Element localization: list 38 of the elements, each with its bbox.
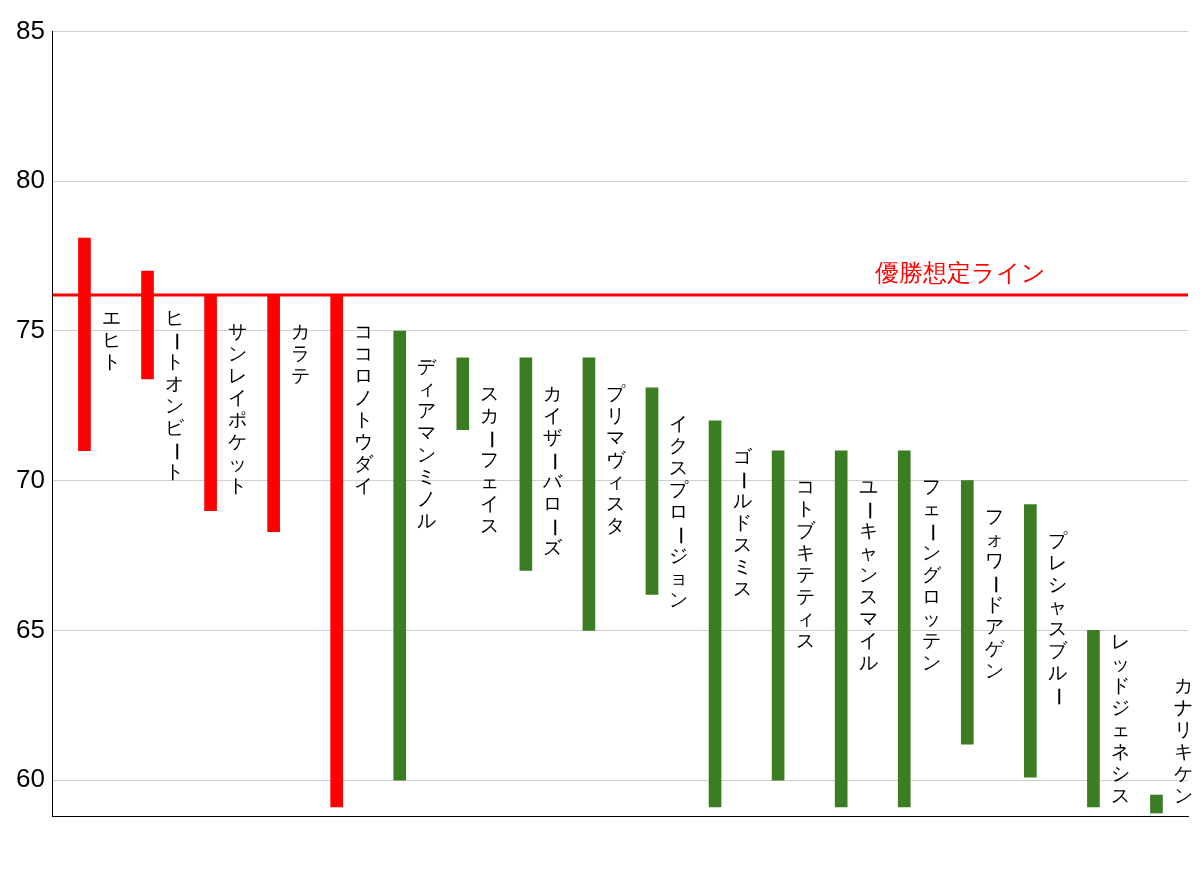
- bar: [708, 420, 722, 808]
- x-tick-label: カナリキケン: [1173, 674, 1193, 807]
- bar: [771, 450, 785, 781]
- bar: [645, 387, 659, 595]
- category-label: ユーキャンスマイル: [858, 475, 882, 674]
- x-tick-label: カラテ: [291, 319, 311, 386]
- x-tick-label: コトブキテティス: [795, 475, 816, 652]
- y-tick-label: 60: [16, 763, 45, 794]
- x-tick-label: ヒートオンビート: [165, 305, 188, 482]
- x-tick-label: エヒト: [101, 305, 121, 372]
- x-tick-label: ディアマンミノル: [417, 355, 438, 532]
- bar: [834, 450, 848, 808]
- bar: [960, 480, 974, 745]
- x-tick-label: スカーフェイス: [480, 382, 503, 537]
- y-tick-label: 75: [16, 314, 45, 345]
- y-tick-label: 70: [16, 463, 45, 494]
- category-label: イクスプロージョン: [669, 412, 693, 611]
- y-tick-label: 65: [16, 613, 45, 644]
- y-tick-label: 80: [16, 164, 45, 195]
- ref-line-label: 優勝想定ライン: [875, 259, 1047, 288]
- category-label: フェーングロッテン: [921, 475, 945, 674]
- bar: [1024, 504, 1037, 778]
- x-tick-label: カイザーバローズ: [542, 382, 566, 559]
- x-tick-label: ココロノトウダイ: [354, 319, 375, 496]
- x-tick-label: レッドジェネシス: [1110, 630, 1130, 807]
- bar: [393, 330, 407, 781]
- x-tick-label: プリマヴィスタ: [606, 382, 627, 537]
- x-tick-label: ゴールドスミス: [732, 445, 756, 600]
- bar: [1150, 794, 1163, 814]
- x-tick-label: フォワードアゲン: [984, 505, 1008, 682]
- bar: [897, 450, 911, 808]
- bar: [519, 357, 533, 571]
- bar: [582, 357, 596, 631]
- bar: [1087, 630, 1100, 808]
- bar: [456, 357, 470, 431]
- x-tick-label: プレシャスブルー: [1047, 529, 1071, 707]
- y-tick-label: 85: [16, 14, 45, 45]
- x-tick-label: サンレイポケット: [228, 319, 248, 496]
